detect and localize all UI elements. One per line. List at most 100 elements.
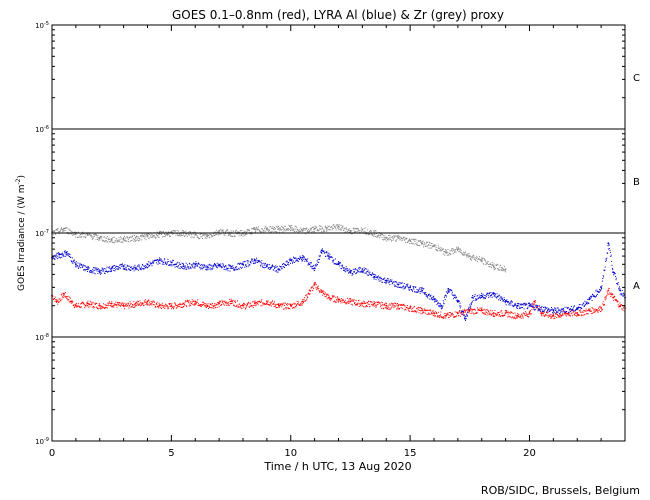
trace-dot (133, 303, 135, 305)
trace-dot (397, 307, 399, 309)
trace-dot (128, 238, 129, 240)
trace-dot (565, 312, 567, 314)
trace-dot (573, 309, 575, 311)
trace-dot (543, 311, 545, 313)
trace-dot (436, 300, 438, 302)
trace-dot (426, 294, 427, 296)
trace-dot (359, 302, 361, 304)
trace-dot (285, 265, 287, 266)
trace-dot (390, 304, 392, 306)
trace-dot (289, 257, 291, 259)
trace-dot (92, 270, 94, 272)
trace-dot (414, 311, 416, 313)
trace-dot (238, 235, 240, 237)
trace-dot (75, 303, 77, 305)
trace-dot (97, 235, 99, 237)
trace-dot (379, 237, 381, 239)
trace-dot (293, 257, 295, 259)
trace-dot (200, 304, 202, 306)
trace-dot (208, 234, 210, 236)
trace-dot (403, 283, 405, 284)
trace-dot (127, 305, 129, 307)
trace-dot (485, 264, 487, 266)
trace-dot (399, 236, 400, 238)
trace-dot (328, 257, 330, 259)
trace-dot (348, 272, 350, 274)
trace-dot (535, 306, 537, 308)
trace-dot (601, 288, 603, 289)
trace-dot (244, 235, 246, 237)
trace-dot (469, 309, 470, 311)
trace-dot (266, 264, 268, 266)
trace-dot (400, 287, 402, 289)
trace-dot (518, 303, 520, 305)
trace-dot (461, 252, 463, 254)
trace-dot (305, 259, 307, 261)
trace-dot (506, 311, 507, 313)
trace-dot (389, 303, 391, 305)
trace-dot (443, 317, 445, 319)
trace-dot (579, 310, 581, 311)
trace-dot (168, 303, 170, 305)
trace-dot (490, 267, 492, 269)
trace-dot (125, 237, 127, 239)
trace-dot (471, 257, 473, 259)
trace-dot (426, 296, 428, 298)
trace-dot (130, 303, 131, 305)
trace-dot (424, 243, 426, 245)
trace-dot (144, 268, 146, 270)
trace-dot (291, 304, 293, 306)
trace-dot (351, 300, 353, 302)
trace-dot (497, 268, 499, 270)
trace-dot (556, 312, 558, 314)
trace-dot (191, 299, 193, 301)
trace-dot (115, 301, 117, 303)
trace-dot (263, 304, 265, 306)
trace-dot (68, 299, 70, 301)
trace-dot (61, 227, 63, 229)
trace-dot (157, 236, 159, 238)
trace-dot (466, 313, 468, 315)
trace-dot (218, 306, 220, 308)
trace-dot (91, 236, 93, 238)
trace-dot (159, 304, 160, 306)
trace-dot (334, 263, 336, 265)
trace-dot (380, 301, 382, 303)
trace-dot (434, 248, 436, 250)
trace-dot (622, 294, 624, 296)
trace-dot (104, 240, 106, 242)
trace-dot (63, 293, 65, 295)
y-tick-label: 10-8 (35, 333, 49, 342)
trace-dot (533, 307, 535, 309)
trace-dot (367, 271, 369, 273)
trace-dot (307, 231, 309, 233)
trace-dot (84, 234, 86, 236)
trace-dot (164, 258, 166, 260)
trace-dot (124, 269, 126, 271)
trace-dot (341, 264, 343, 266)
trace-dot (298, 304, 300, 306)
trace-dot (535, 300, 537, 302)
trace-dot (463, 310, 465, 311)
trace-dot (604, 269, 606, 271)
trace-dot (401, 240, 403, 242)
trace-dot (195, 261, 197, 263)
trace-dot (321, 228, 323, 230)
trace-dot (253, 262, 255, 264)
trace-dot (255, 230, 257, 232)
trace-dot (600, 311, 602, 313)
trace-dot (171, 231, 173, 233)
trace-dot (388, 239, 390, 241)
trace-dot (119, 302, 121, 303)
trace-dot (119, 264, 121, 266)
trace-dot (373, 278, 375, 280)
trace-dot (351, 270, 353, 272)
trace-dot (372, 235, 374, 237)
trace-dot (278, 268, 279, 270)
trace-dot (77, 231, 79, 233)
trace-dot (194, 267, 196, 269)
trace-dot (545, 306, 546, 308)
trace-dot (204, 303, 206, 305)
trace-dot (111, 301, 113, 303)
trace-dot (126, 264, 128, 266)
